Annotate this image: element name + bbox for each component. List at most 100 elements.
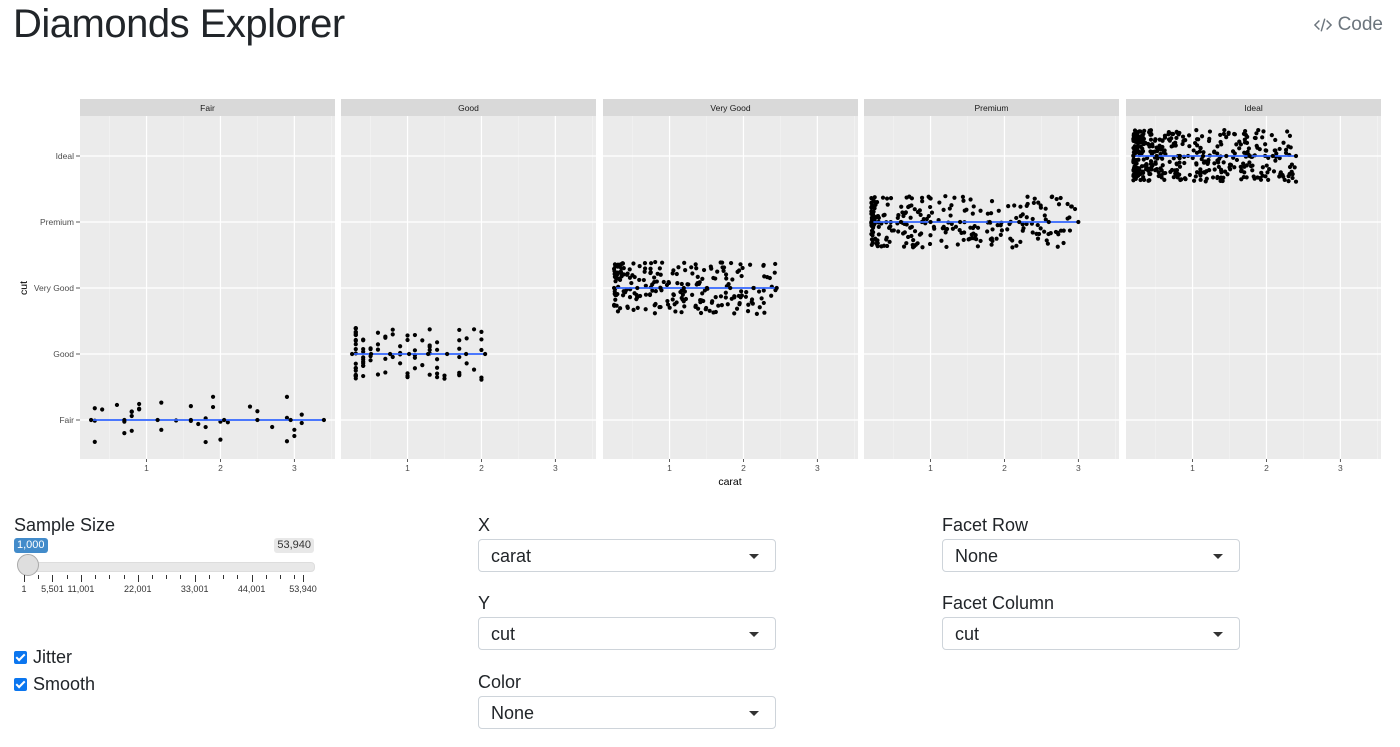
data-point	[1221, 160, 1226, 165]
slider-tick-label: 1	[21, 584, 27, 594]
data-point	[926, 214, 931, 219]
data-point	[675, 281, 680, 286]
slider-tick-major	[24, 575, 25, 582]
data-point	[129, 413, 134, 419]
data-point	[427, 372, 432, 377]
data-point	[405, 337, 410, 343]
data-point	[774, 285, 779, 291]
sample-size-slider[interactable]: 1,000 53,940 1 5,501 11,001 22,001 33,001 44,…	[14, 535, 324, 605]
data-point	[225, 420, 230, 425]
diamonds-plot: Fair 1 2 3 Good 1 2 3 Very Good 1 2 3 Premium 1 2 3 Idea…	[18, 99, 1381, 488]
data-point	[1154, 153, 1159, 159]
data-point	[704, 285, 710, 291]
data-point	[975, 225, 981, 230]
slider-handle[interactable]	[17, 554, 39, 576]
data-point	[1204, 176, 1209, 181]
data-point	[994, 236, 999, 241]
data-point	[694, 266, 699, 271]
data-point	[1159, 168, 1164, 173]
y-tick-label: Good	[53, 349, 74, 359]
data-point	[627, 295, 633, 300]
x-select[interactable]: carat	[478, 539, 776, 572]
smooth-checkbox[interactable]: Smooth	[14, 674, 95, 695]
data-point	[632, 274, 637, 280]
data-point	[1246, 146, 1252, 151]
data-point	[387, 351, 393, 357]
data-point	[652, 275, 657, 280]
data-point	[615, 309, 621, 314]
data-point	[683, 268, 688, 273]
data-point	[888, 196, 894, 201]
data-point	[730, 277, 735, 282]
data-point	[959, 230, 964, 236]
data-point	[754, 311, 759, 317]
jitter-check-icon[interactable]	[14, 651, 27, 664]
data-point	[1136, 134, 1142, 139]
data-point	[612, 302, 617, 308]
data-point	[210, 394, 216, 399]
data-point	[1141, 136, 1146, 141]
data-point	[1237, 146, 1242, 151]
code-link[interactable]: Code	[1313, 14, 1383, 36]
data-point	[471, 327, 477, 332]
data-point	[1216, 164, 1221, 169]
data-point	[1293, 179, 1299, 184]
data-point	[1038, 226, 1043, 231]
data-point	[928, 196, 933, 201]
data-point	[1228, 167, 1233, 172]
facet-column-select[interactable]: cut	[942, 617, 1240, 650]
data-point	[968, 197, 973, 202]
data-point	[621, 266, 626, 271]
slider-track[interactable]	[18, 562, 315, 572]
data-point	[1191, 178, 1197, 183]
data-point	[680, 292, 685, 297]
data-point	[1133, 161, 1138, 166]
slider-value-badge: 1,000	[14, 538, 48, 553]
data-point	[928, 204, 933, 210]
data-point	[1138, 129, 1143, 134]
data-point	[620, 293, 626, 298]
jitter-checkbox[interactable]: Jitter	[14, 647, 72, 668]
data-point	[672, 302, 677, 307]
data-point	[682, 289, 687, 294]
data-point	[1194, 161, 1199, 166]
data-point	[908, 215, 913, 220]
data-point	[1261, 129, 1266, 134]
data-point	[1030, 230, 1035, 235]
data-point	[1201, 160, 1207, 165]
data-point	[321, 417, 327, 423]
data-point	[1131, 168, 1136, 173]
x-tick-label: 3	[1338, 463, 1343, 473]
slider-tick-label: 11,001	[67, 584, 95, 594]
data-point	[1271, 169, 1277, 174]
data-point	[736, 293, 741, 299]
data-point	[690, 271, 695, 276]
facet-strip-label: Good	[458, 103, 479, 113]
data-point	[1224, 153, 1229, 159]
data-point	[1266, 177, 1271, 182]
data-point	[1293, 153, 1299, 159]
data-point	[985, 229, 990, 234]
data-point	[100, 407, 105, 412]
data-point	[941, 224, 946, 230]
data-point	[1017, 219, 1022, 225]
data-point	[988, 211, 994, 216]
data-point	[715, 269, 720, 274]
data-point	[740, 265, 745, 271]
data-point	[155, 417, 160, 423]
data-point	[654, 279, 659, 284]
facet-row-select[interactable]: None	[942, 539, 1240, 572]
data-point	[412, 332, 418, 338]
color-select[interactable]: None	[478, 696, 776, 729]
data-point	[915, 241, 920, 246]
data-point	[1162, 148, 1167, 153]
data-point	[1237, 139, 1242, 144]
data-point	[1018, 204, 1023, 209]
data-point	[1285, 129, 1290, 134]
smooth-check-icon[interactable]	[14, 678, 27, 691]
y-axis-label: cut	[18, 281, 30, 295]
data-point	[1234, 157, 1240, 163]
data-point	[1255, 175, 1260, 180]
data-point	[1269, 133, 1274, 138]
y-select[interactable]: cut	[478, 617, 776, 650]
